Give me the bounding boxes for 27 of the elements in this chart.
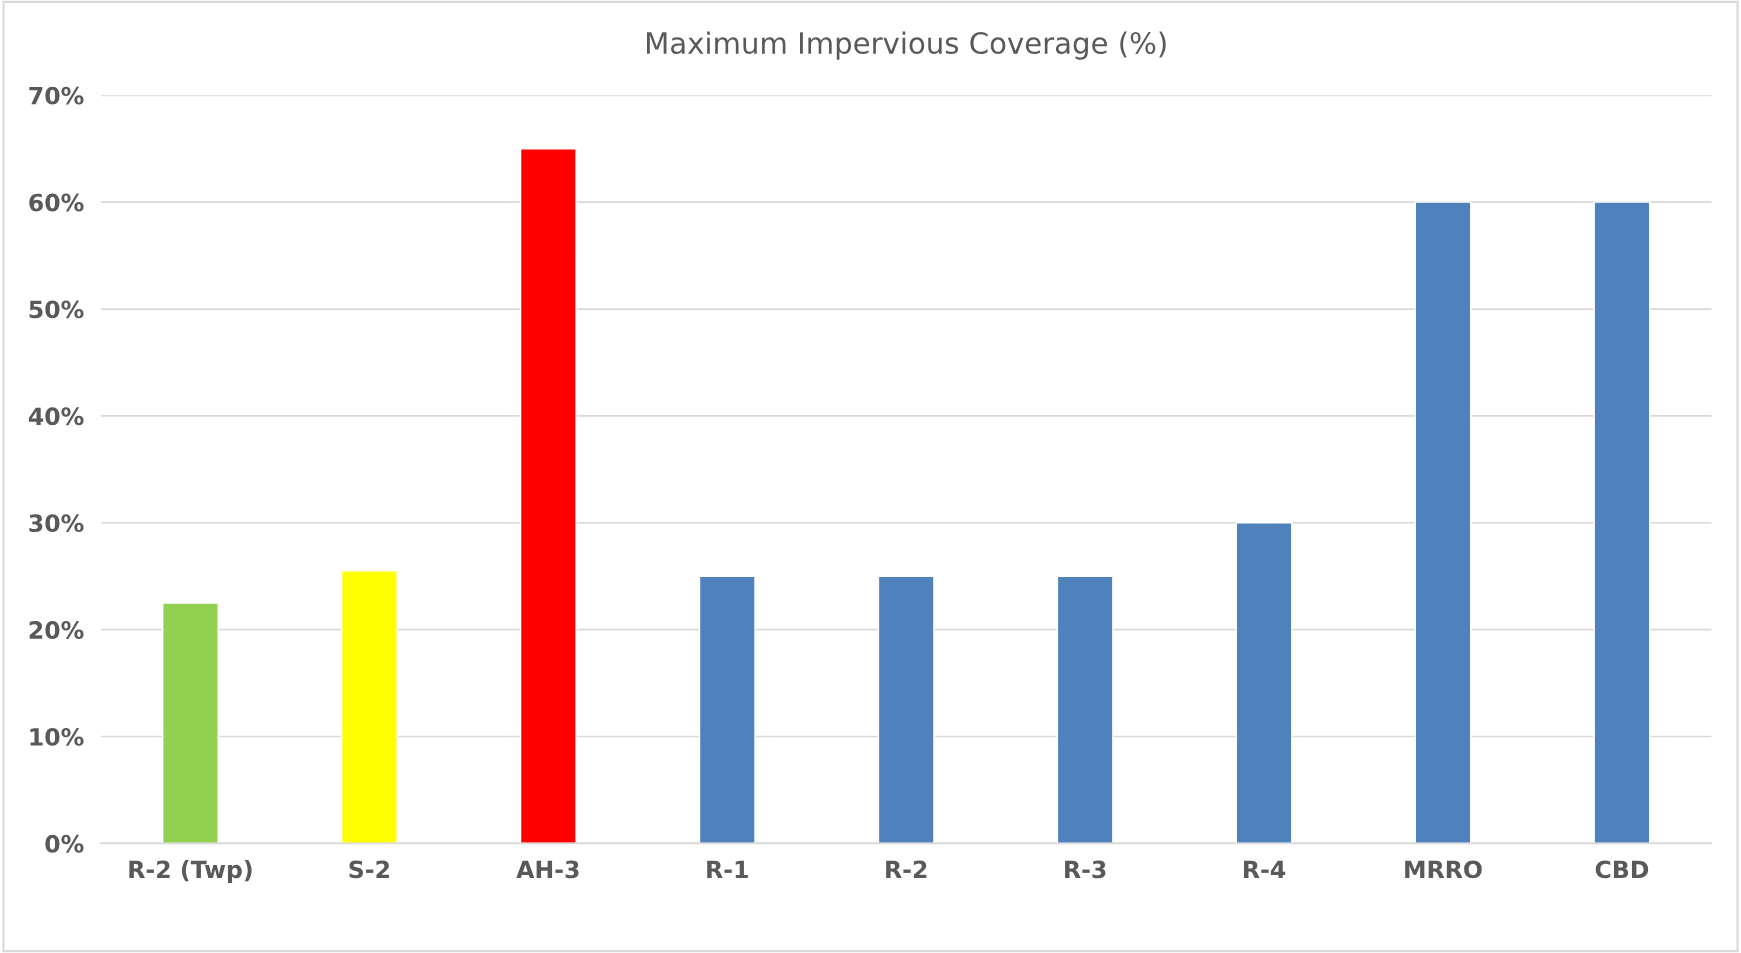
y-tick-label: 30% — [29, 514, 84, 533]
x-tick-label: R-4 — [1244, 860, 1286, 879]
bar — [1593, 201, 1651, 844]
x-tick-label: R-3 — [1065, 860, 1106, 879]
x-tick-label: MRRO — [1405, 860, 1482, 879]
bar — [340, 570, 398, 844]
y-tick-label: 10% — [30, 727, 84, 746]
x-tick-label: AH-3 — [516, 860, 579, 879]
bar — [1235, 522, 1293, 844]
y-tick-label: 70% — [29, 86, 84, 105]
x-tick-label: R-1 — [707, 860, 748, 879]
x-tick-label: R-2 — [886, 860, 927, 879]
bar — [698, 575, 756, 844]
bar — [162, 602, 219, 844]
y-tick-label: 0% — [45, 834, 84, 853]
y-tick-label: 50% — [29, 300, 84, 319]
bar — [519, 148, 577, 844]
bar — [1056, 575, 1114, 844]
y-tick-label: 40% — [28, 407, 84, 426]
x-tick-label: S-2 — [349, 860, 389, 879]
y-tick-label: 20% — [29, 621, 84, 639]
bar — [1414, 201, 1472, 844]
bar — [877, 575, 935, 844]
x-tick-label: CBD — [1595, 860, 1649, 879]
y-tick-label: 60% — [29, 193, 84, 212]
chart-title: Maximum Impervious Coverage (%) — [647, 31, 1166, 60]
x-tick-label: R-2 (Twp) — [129, 860, 252, 883]
